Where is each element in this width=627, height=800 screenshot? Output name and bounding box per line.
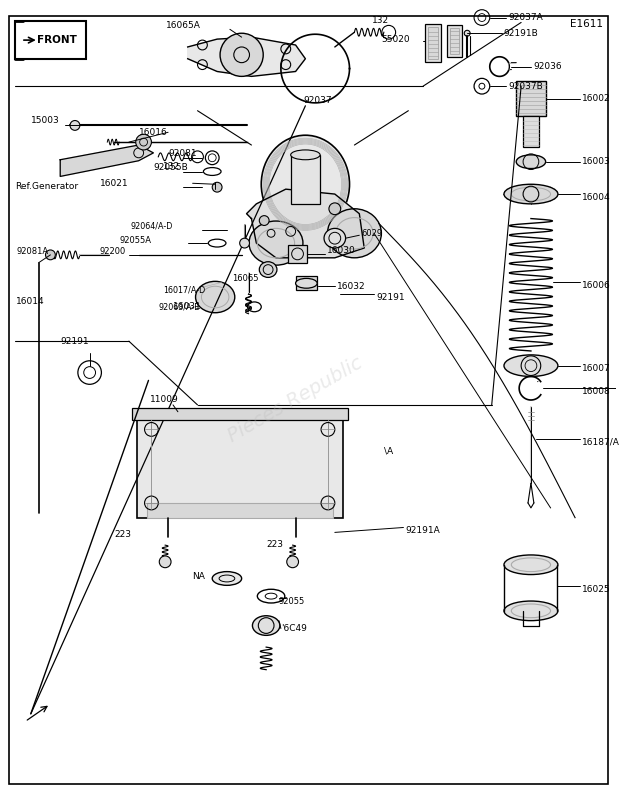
Ellipse shape: [291, 150, 320, 160]
Text: '6C49: '6C49: [281, 624, 307, 633]
Text: 92063/A-E: 92063/A-E: [158, 302, 199, 311]
Text: FRONT: FRONT: [37, 35, 76, 45]
Polygon shape: [60, 145, 154, 177]
Text: 55020: 55020: [381, 34, 409, 44]
Ellipse shape: [249, 221, 303, 265]
Text: 92191B: 92191B: [503, 29, 538, 38]
Ellipse shape: [295, 278, 317, 288]
Text: 92036: 92036: [533, 62, 562, 71]
Circle shape: [46, 250, 55, 260]
Circle shape: [70, 121, 80, 130]
Text: 16014: 16014: [16, 298, 45, 306]
Circle shape: [212, 182, 222, 192]
Text: 16065A: 16065A: [166, 21, 201, 30]
Text: 92055A: 92055A: [119, 236, 151, 245]
Text: 132: 132: [372, 16, 389, 25]
Text: 16065: 16065: [232, 274, 258, 283]
Bar: [516, 82, 545, 116]
Text: 16004: 16004: [582, 193, 611, 202]
Text: 92064/A-D: 92064/A-D: [131, 222, 173, 231]
Ellipse shape: [212, 572, 241, 586]
Text: 92081: 92081: [168, 150, 197, 158]
Text: 92055: 92055: [279, 597, 305, 606]
Bar: [446, 26, 462, 57]
Bar: [147, 503, 333, 518]
Ellipse shape: [260, 262, 277, 278]
Text: Pieces Republic: Pieces Republic: [225, 354, 366, 446]
Text: E1611: E1611: [570, 19, 603, 30]
Text: 92037A: 92037A: [508, 13, 543, 22]
Bar: [295, 277, 317, 290]
Circle shape: [260, 216, 269, 226]
Bar: [450, 28, 460, 54]
Text: 16006: 16006: [582, 281, 611, 290]
Text: 16032: 16032: [337, 282, 366, 290]
Circle shape: [329, 203, 340, 214]
Circle shape: [287, 556, 298, 568]
Text: 132: 132: [163, 162, 181, 171]
Text: NA: NA: [192, 572, 206, 581]
Ellipse shape: [253, 616, 280, 635]
Text: 92081A: 92081A: [16, 247, 48, 257]
Text: 16002: 16002: [582, 94, 611, 103]
Text: 16187/A: 16187/A: [582, 438, 620, 446]
Bar: [523, 116, 539, 147]
Text: 16016: 16016: [139, 128, 167, 137]
Ellipse shape: [504, 555, 558, 574]
Bar: [288, 245, 307, 262]
Text: 16025: 16025: [582, 585, 611, 594]
Text: 92055B: 92055B: [154, 163, 188, 172]
Bar: [291, 155, 320, 204]
Circle shape: [159, 556, 171, 568]
Text: 6029: 6029: [361, 229, 382, 238]
Bar: [15, 22, 86, 58]
Text: 11009: 11009: [150, 395, 179, 405]
Text: 92191: 92191: [376, 293, 404, 302]
Ellipse shape: [324, 228, 345, 248]
Text: \A: \A: [384, 446, 393, 455]
Text: 223: 223: [266, 540, 283, 549]
Text: 16003: 16003: [582, 158, 611, 166]
Ellipse shape: [261, 135, 349, 234]
Bar: [425, 25, 441, 62]
Text: 16030: 16030: [327, 246, 356, 255]
Text: 223: 223: [114, 530, 131, 539]
Ellipse shape: [196, 282, 234, 313]
Circle shape: [464, 30, 470, 36]
Ellipse shape: [504, 601, 558, 621]
Bar: [428, 27, 438, 58]
Text: 92200: 92200: [100, 247, 125, 257]
Text: 16021: 16021: [100, 178, 128, 188]
Text: 92191A: 92191A: [406, 526, 440, 535]
Ellipse shape: [327, 209, 381, 258]
Text: 16017/A-D: 16017/A-D: [163, 286, 206, 294]
Circle shape: [240, 238, 250, 248]
Circle shape: [220, 34, 263, 76]
Text: 16007: 16007: [582, 364, 611, 373]
Circle shape: [135, 134, 152, 150]
Polygon shape: [246, 189, 364, 258]
Bar: [137, 414, 342, 518]
Text: 15003: 15003: [31, 116, 60, 125]
Text: 16008: 16008: [582, 386, 611, 396]
Text: 92191: 92191: [60, 337, 89, 346]
Text: Ref.Generator: Ref.Generator: [15, 182, 78, 190]
Text: 92037: 92037: [303, 97, 332, 106]
Ellipse shape: [504, 184, 558, 204]
Bar: [132, 408, 347, 420]
Ellipse shape: [504, 355, 558, 377]
Ellipse shape: [516, 155, 545, 169]
Text: 16031: 16031: [173, 302, 202, 311]
Text: 92037B: 92037B: [508, 82, 543, 90]
Polygon shape: [187, 37, 305, 76]
